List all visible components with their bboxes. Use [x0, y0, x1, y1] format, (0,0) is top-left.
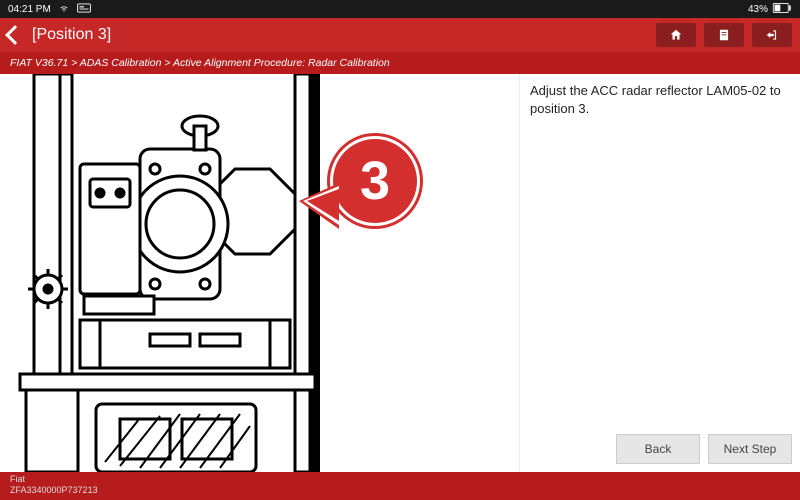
diagram-pane: 3 — [0, 74, 520, 472]
home-icon — [669, 28, 683, 42]
mechanical-diagram — [0, 74, 520, 472]
footer-brand: Fiat — [10, 474, 790, 485]
card-icon — [77, 3, 91, 16]
button-row: Back Next Step — [616, 434, 792, 464]
back-icon[interactable] — [5, 25, 25, 45]
home-button[interactable] — [656, 23, 696, 47]
title-bar: [Position 3] — [0, 18, 800, 52]
callout-number: 3 — [360, 150, 390, 212]
page-title: [Position 3] — [32, 26, 111, 44]
breadcrumb: FIAT V36.71 > ADAS Calibration > Active … — [0, 52, 800, 74]
footer: Fiat ZFA3340000P737213 — [0, 472, 800, 500]
report-icon — [717, 28, 731, 42]
report-button[interactable] — [704, 23, 744, 47]
footer-vin: ZFA3340000P737213 — [10, 485, 790, 496]
instruction-pane: Adjust the ACC radar reflector LAM05-02 … — [520, 74, 800, 472]
content-area: 3 Adjust the ACC radar reflector LAM05-0… — [0, 74, 800, 472]
status-bar: 04:21 PM 43% — [0, 0, 800, 18]
wifi-icon — [57, 3, 71, 16]
exit-button[interactable] — [752, 23, 792, 47]
battery-icon — [772, 3, 792, 16]
instruction-text: Adjust the ACC radar reflector LAM05-02 … — [530, 82, 790, 117]
next-step-button[interactable]: Next Step — [708, 434, 792, 464]
exit-icon — [765, 28, 779, 42]
battery-text: 43% — [748, 4, 768, 15]
status-time: 04:21 PM — [8, 4, 51, 15]
back-button[interactable]: Back — [616, 434, 700, 464]
callout-bubble: 3 — [330, 136, 420, 226]
